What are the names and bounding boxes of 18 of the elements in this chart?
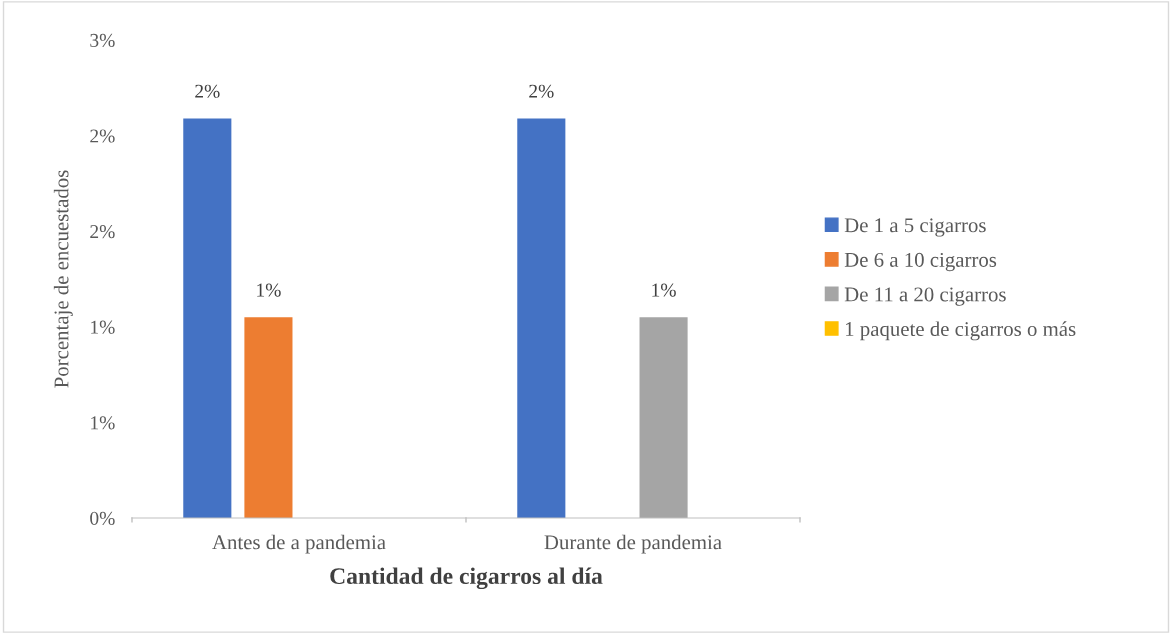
y-tick-label: 2% xyxy=(90,225,115,239)
legend-label: 1 paquete de cigarros o más xyxy=(846,321,1076,341)
y-tick-label: 2% xyxy=(90,129,115,143)
y-tick-label: 1% xyxy=(91,320,115,334)
y-axis-title: Porcentaje de encuestados xyxy=(53,170,73,388)
x-axis-title: Cantidad de cigarros al día xyxy=(330,567,603,590)
legend-label: De 6 a 10 cigarros xyxy=(844,252,997,272)
y-tick-label: 3% xyxy=(90,33,115,47)
x-tick-label: Durante de pandemia xyxy=(544,534,722,554)
y-tick-label: 1% xyxy=(91,416,115,430)
data-label: 2% xyxy=(529,84,554,98)
legend-label: De 1 a 5 cigarros xyxy=(844,218,986,237)
data-label: 2% xyxy=(195,84,220,98)
x-tick-label: Antes de a pandemia xyxy=(212,534,386,554)
legend-label: De 11 a 20 cigarros xyxy=(844,287,1006,306)
data-label: 1% xyxy=(257,283,281,297)
y-tick-label: 0% xyxy=(90,511,115,525)
data-label: 1% xyxy=(652,283,676,297)
